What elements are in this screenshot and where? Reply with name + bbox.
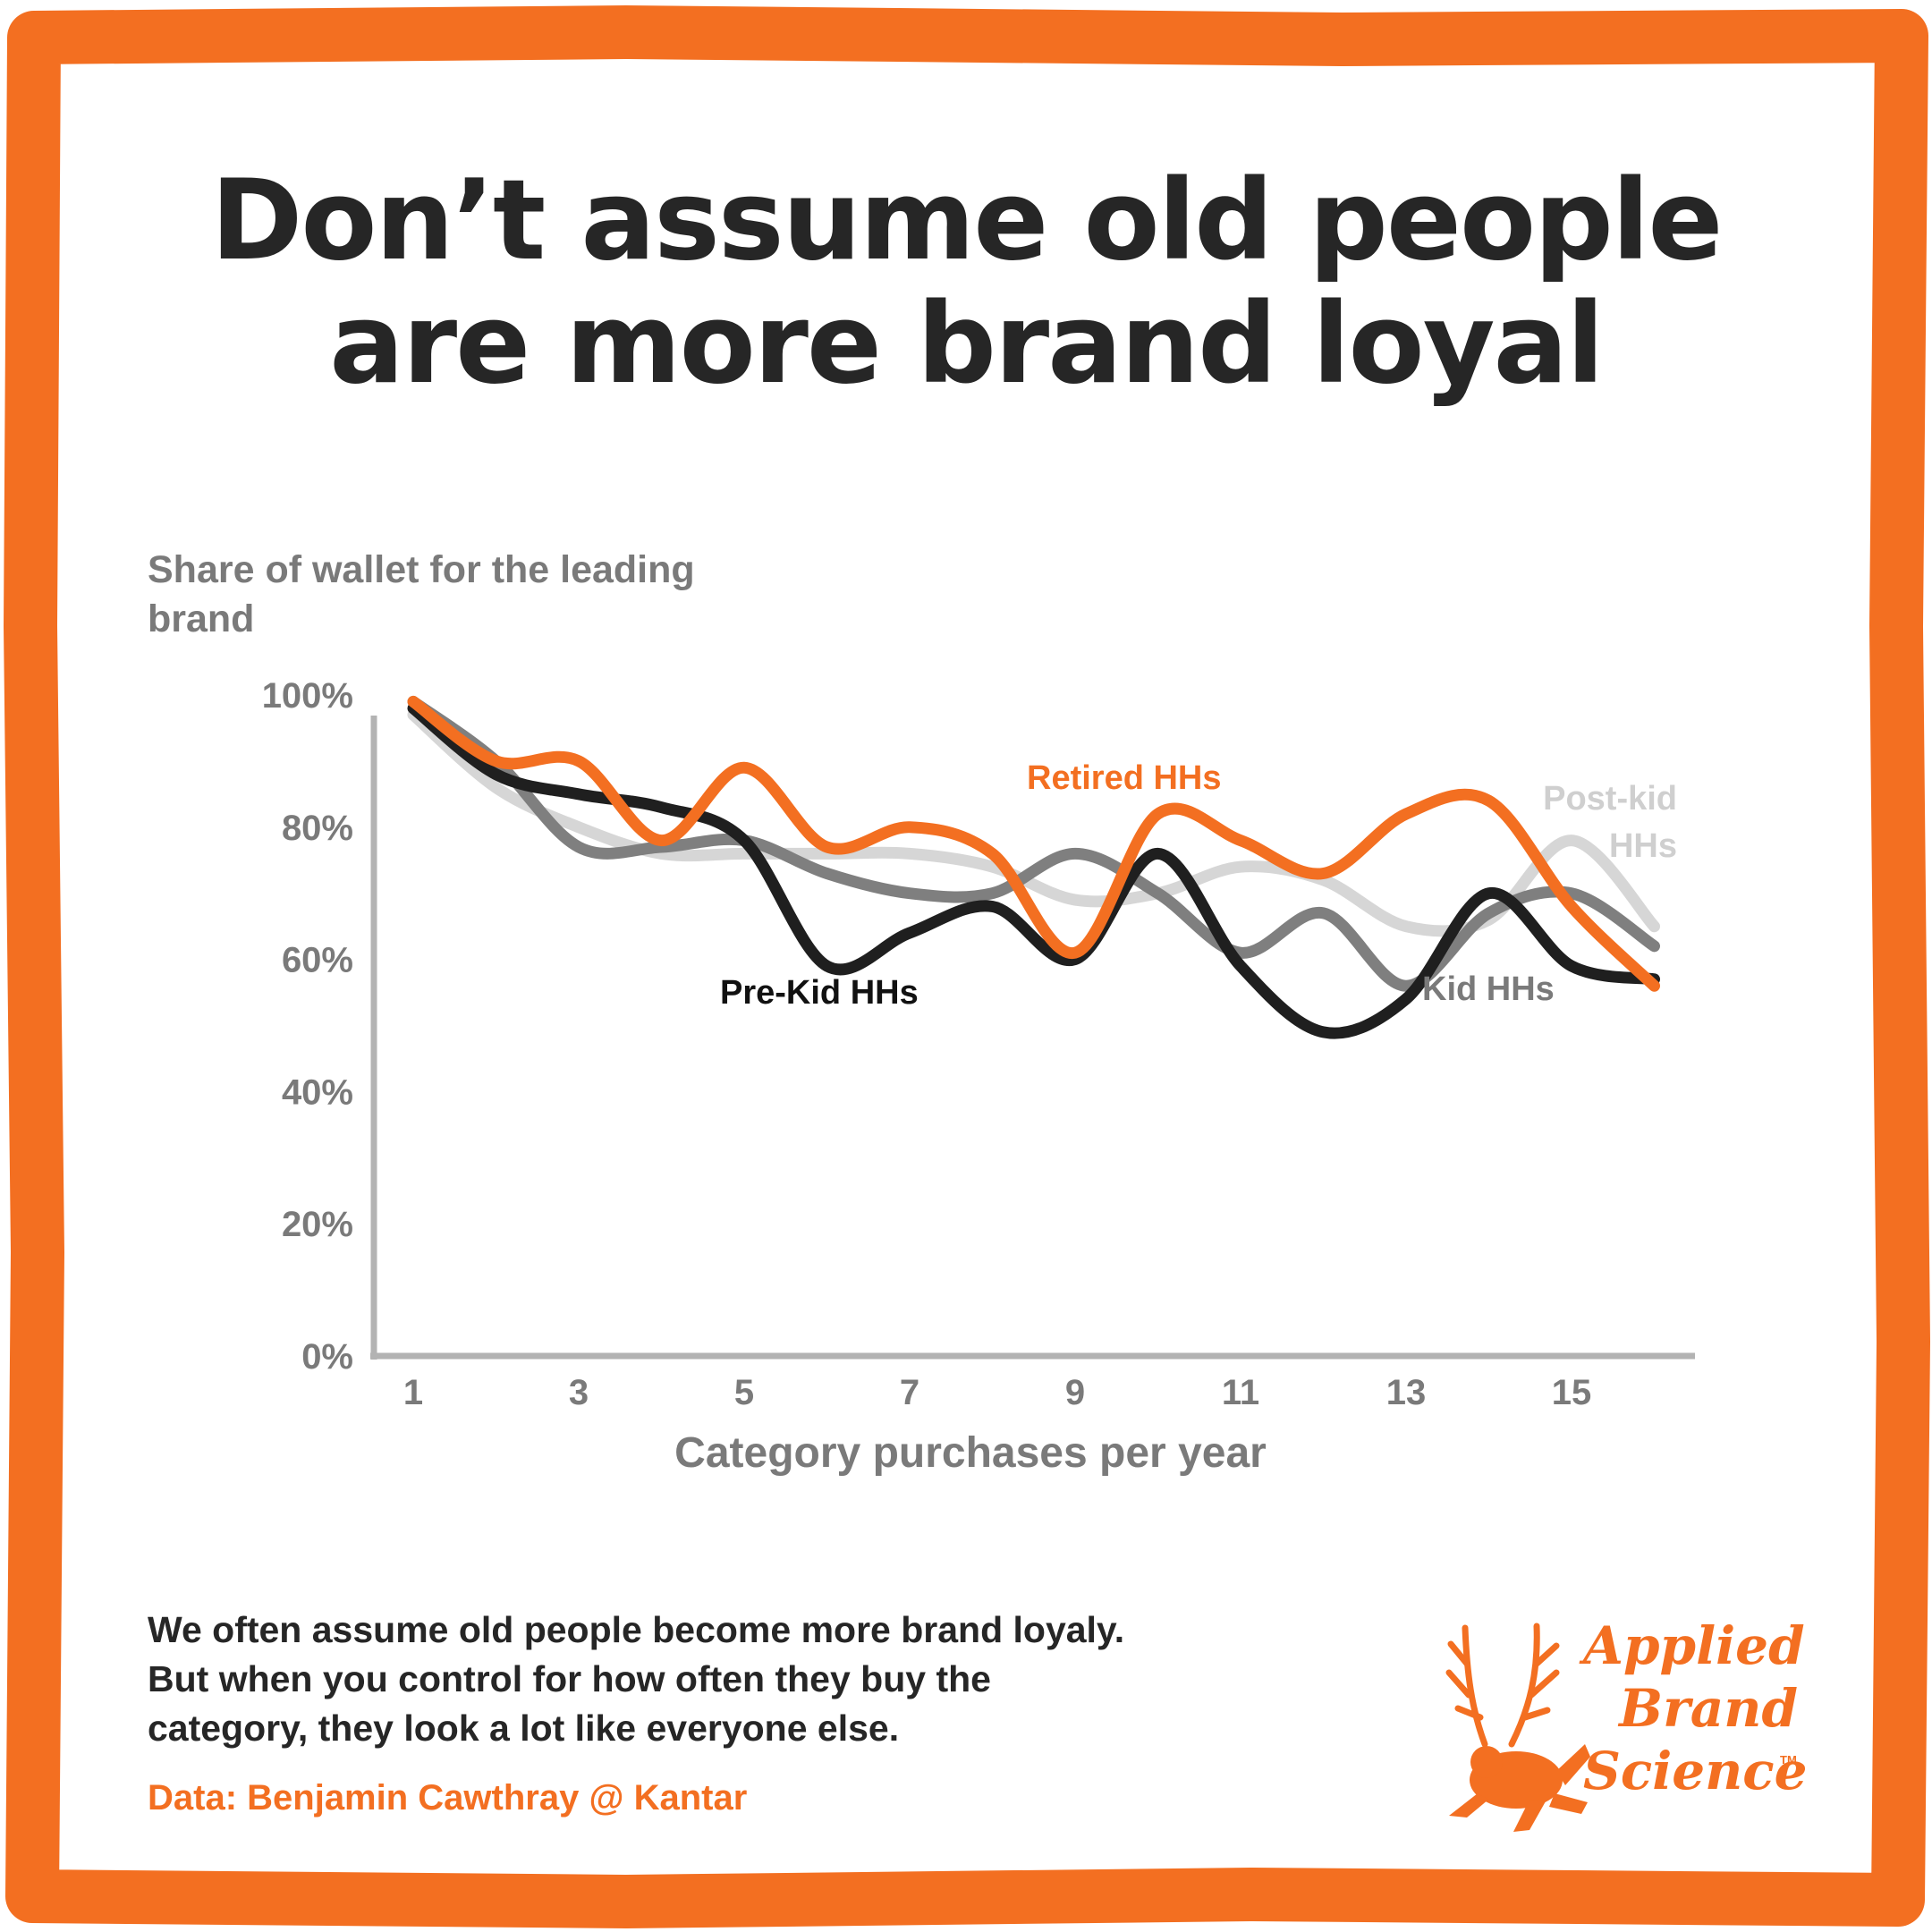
logo-line-applied: Applied: [1583, 1615, 1805, 1676]
footnote-text: We often assume old people become more b…: [148, 1609, 1125, 1749]
y-tick-labels: 0% 20% 40% 60% 80% 100%: [262, 676, 353, 1377]
x-tick-label: 13: [1386, 1373, 1427, 1412]
frog-antler-logo-icon: [1445, 1623, 1590, 1832]
trademark-mark: TM: [1780, 1753, 1797, 1767]
series-labels: Post-kid HHs Kid HHs Pre-Kid HHs Retired HHs: [720, 759, 1677, 1012]
y-tick-label: 40%: [282, 1072, 353, 1112]
x-tick-label: 15: [1552, 1373, 1592, 1412]
series-line-kid: [407, 695, 1660, 992]
series-label-pre-kid: Pre-Kid HHs: [720, 974, 919, 1012]
series-line-pre-kid: [407, 702, 1660, 1039]
x-tick-labels: 1 3 5 7 9 11 13 15: [403, 1373, 1591, 1412]
series-line-retired: [407, 695, 1660, 992]
y-tick-label: 80%: [282, 809, 353, 848]
series-label-kid: Kid HHs: [1422, 970, 1555, 1008]
y-tick-label: 100%: [262, 676, 353, 716]
logo-line-brand: Brand: [1619, 1678, 1798, 1739]
x-axis-title: Category purchases per year: [674, 1429, 1267, 1477]
logo-line-science: Science: [1583, 1741, 1808, 1801]
x-tick-label: 3: [569, 1373, 589, 1412]
y-axis-title: Share of wallet for the leading brand: [148, 548, 695, 640]
logo-wordmark: Applied Brand Science: [1583, 1614, 1808, 1802]
series-line-post-kid: [407, 708, 1660, 937]
title-line-2: are more brand loyal: [329, 280, 1604, 409]
series-label-post-kid: Post-kid HHs: [1543, 780, 1677, 865]
x-tick-label: 5: [734, 1373, 754, 1412]
series-label-retired: Retired HHs: [1027, 759, 1222, 797]
y-tick-label: 20%: [282, 1205, 353, 1244]
title-line-1: Don’t assume old people: [210, 157, 1723, 285]
x-tick-label: 7: [900, 1373, 919, 1412]
y-tick-label: 60%: [282, 941, 353, 980]
x-tick-label: 9: [1065, 1373, 1085, 1412]
series-lines: [407, 695, 1660, 1039]
y-tick-label: 0%: [301, 1337, 353, 1377]
x-tick-label: 1: [403, 1373, 423, 1412]
x-tick-label: 11: [1222, 1373, 1259, 1412]
data-source-text: Data: Benjamin Cawthray @ Kantar: [148, 1778, 748, 1818]
page-title: Don’t assume old people are more brand l…: [107, 159, 1825, 406]
